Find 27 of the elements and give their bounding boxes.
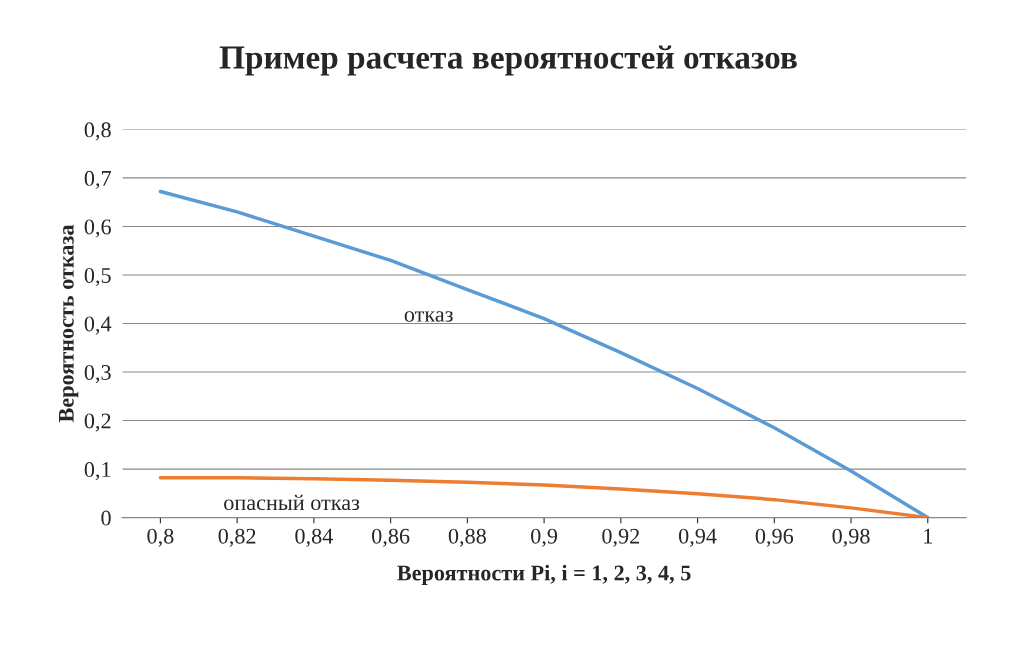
y-tick-label: 0,2 [84, 413, 111, 432]
y-tick-label: 0,6 [84, 219, 111, 238]
series-label: опасный отказ [224, 494, 360, 511]
y-tick-label: 0,4 [84, 316, 112, 335]
x-tick-label: 0,82 [218, 528, 256, 547]
x-tick-label: 0,86 [372, 528, 410, 547]
x-tick-label: 0,92 [602, 528, 640, 547]
chart-title: Пример расчета вероятностей отказов [219, 45, 797, 76]
y-tick-label: 0 [101, 510, 111, 526]
series-label: отказ [404, 311, 453, 322]
line-series [158, 189, 930, 518]
x-tick-label: 0,84 [295, 528, 333, 547]
y-tick-label: 0,3 [84, 364, 111, 384]
y-tick-label: 0,7 [84, 170, 111, 190]
x-tick-label: 0,98 [832, 528, 870, 547]
x-axis-title: Вероятности Pi, i = 1, 2, 3, 4, 5 [397, 564, 691, 585]
x-tick-label: 0,88 [448, 528, 486, 547]
x-tick-label: 1 [924, 528, 932, 544]
x-tick-label: 0,9 [531, 528, 558, 547]
y-axis-title: Вероятность отказа [59, 224, 79, 423]
x-tick-label: 0,96 [755, 528, 794, 547]
y-tick-label: 0,1 [84, 462, 111, 481]
x-tick-label: 0,94 [678, 528, 717, 547]
x-tick-label: 0,8 [147, 528, 174, 547]
line-series [158, 476, 930, 518]
y-tick-label: 0,8 [84, 122, 111, 141]
y-tick-label: 0,5 [84, 267, 111, 287]
